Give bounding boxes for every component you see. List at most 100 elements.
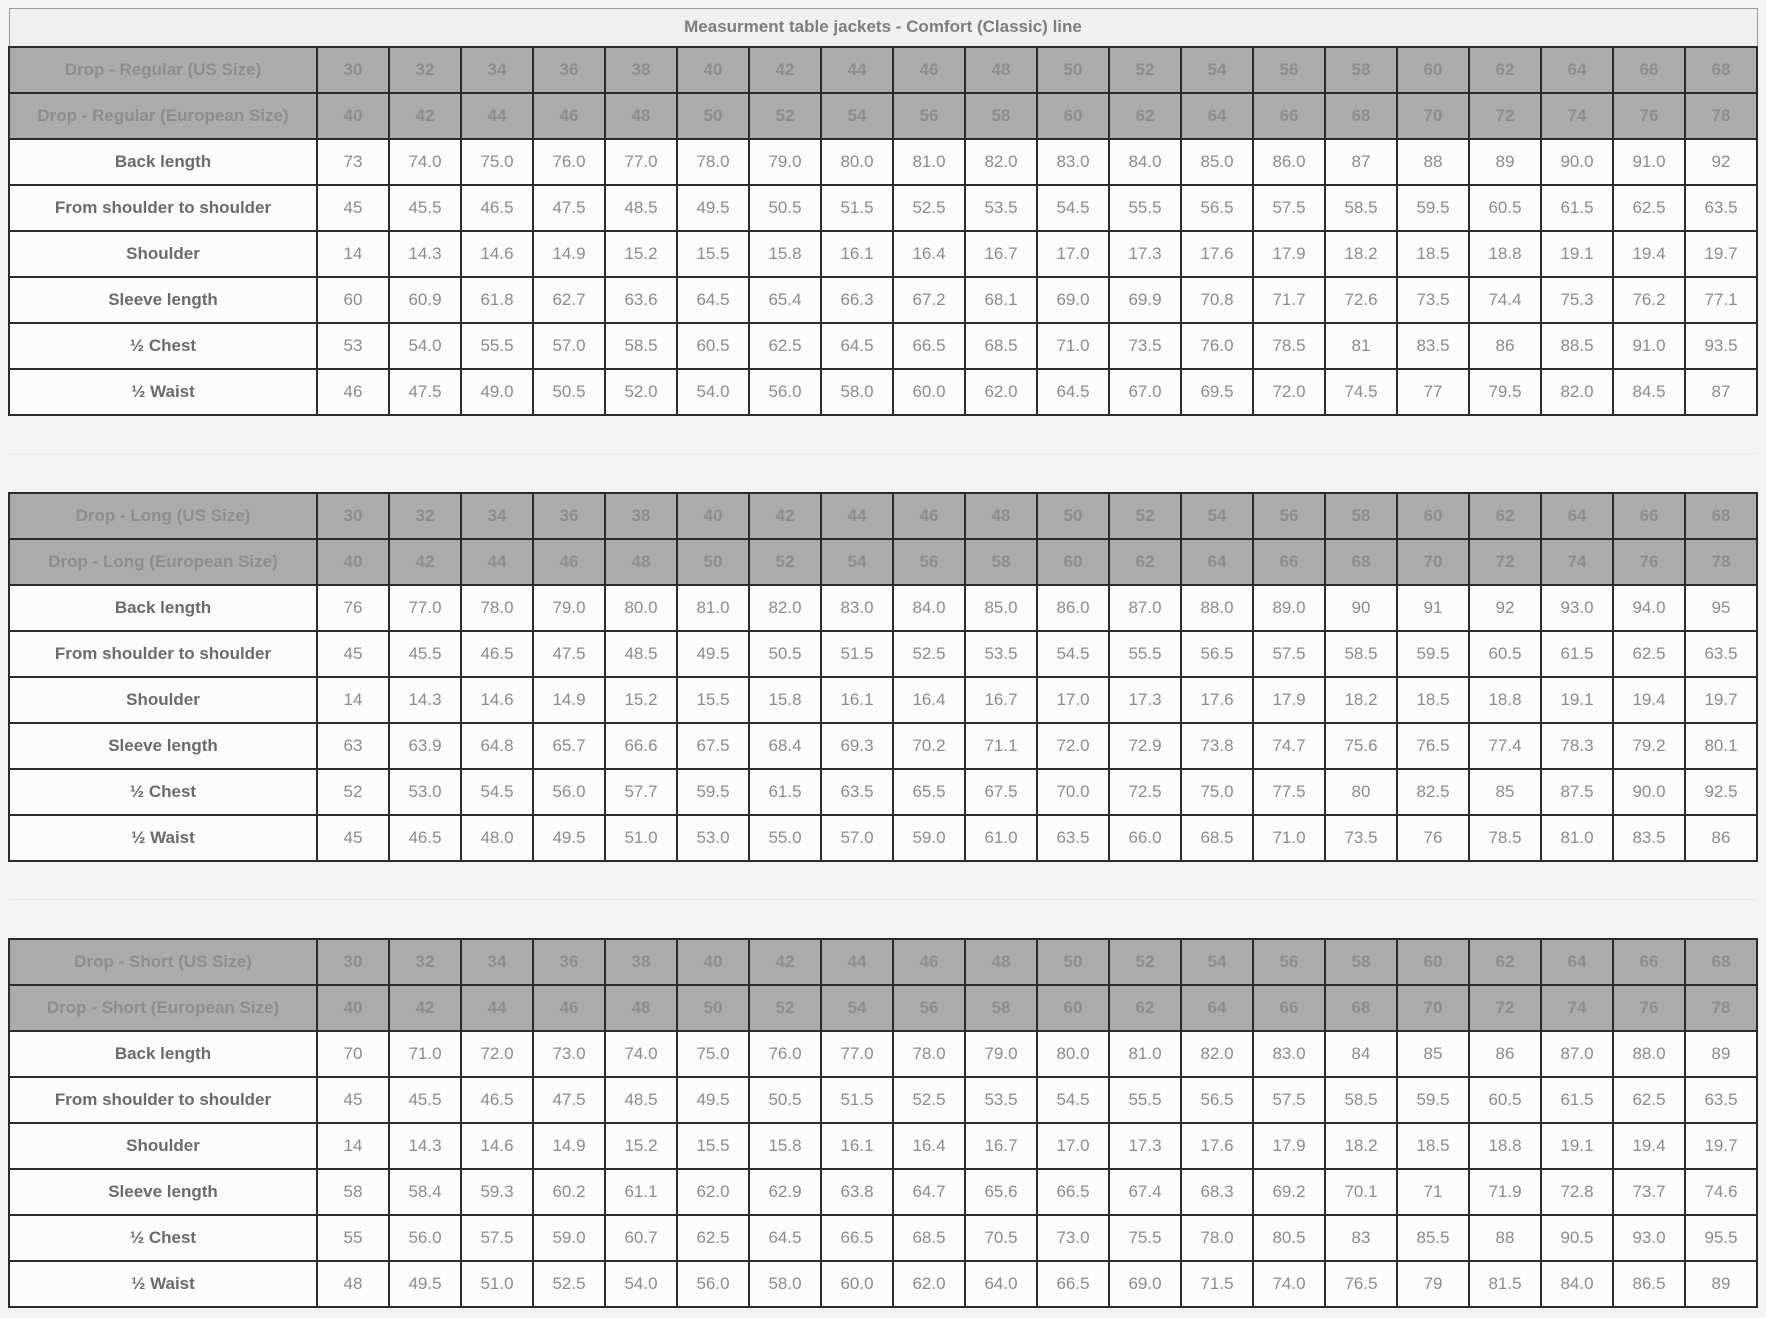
value-cell: 82.0	[1180, 1029, 1254, 1078]
value-cell: 53.5	[964, 183, 1038, 232]
size-header-cell: 42	[748, 937, 822, 986]
value-cell: 18.8	[1468, 229, 1542, 278]
size-header-cell: 34	[460, 45, 534, 94]
value-cell: 59.3	[460, 1167, 534, 1216]
value-cell: 53.0	[388, 767, 462, 816]
row-label: From shoulder to shoulder	[8, 629, 318, 678]
value-cell: 73.5	[1108, 321, 1182, 370]
value-cell: 78.0	[676, 137, 750, 186]
value-cell: 61.5	[1540, 183, 1614, 232]
size-header-cell: 66	[1612, 45, 1686, 94]
value-cell: 56.0	[388, 1213, 462, 1262]
value-cell: 87.0	[1108, 583, 1182, 632]
value-cell: 19.7	[1684, 1121, 1758, 1170]
measurement-row: From shoulder to shoulder 45 45.5 46.5 47.5 4…	[8, 183, 1758, 232]
value-cell: 54.5	[1036, 629, 1110, 678]
size-header-cell: 48	[964, 45, 1038, 94]
size-header-cell: 40	[316, 91, 390, 140]
size-header-cell: 78	[1684, 537, 1758, 586]
value-cell: 48.5	[604, 183, 678, 232]
value-cell: 83	[1324, 1213, 1398, 1262]
size-header-cell: 30	[316, 45, 390, 94]
value-cell: 74.0	[1252, 1259, 1326, 1308]
value-cell: 73.5	[1324, 813, 1398, 862]
value-cell: 19.4	[1612, 675, 1686, 724]
size-header-cell: 78	[1684, 91, 1758, 140]
size-header-cell: 66	[1252, 537, 1326, 586]
value-cell: 64.0	[964, 1259, 1038, 1308]
value-cell: 15.2	[604, 229, 678, 278]
value-cell: 59.5	[676, 767, 750, 816]
size-header-cell: 54	[1180, 45, 1254, 94]
size-header-cell: 48	[604, 91, 678, 140]
size-header-cell: 50	[676, 983, 750, 1032]
value-cell: 64.7	[892, 1167, 966, 1216]
value-cell: 48.5	[604, 629, 678, 678]
value-cell: 93.0	[1612, 1213, 1686, 1262]
value-cell: 65.7	[532, 721, 606, 770]
value-cell: 64.5	[676, 275, 750, 324]
size-header-cell: 38	[604, 45, 678, 94]
value-cell: 91.0	[1612, 321, 1686, 370]
value-cell: 16.7	[964, 675, 1038, 724]
value-cell: 82.0	[964, 137, 1038, 186]
value-cell: 59.0	[532, 1213, 606, 1262]
value-cell: 14	[316, 229, 390, 278]
value-cell: 59.5	[1396, 629, 1470, 678]
size-header-cell: 54	[820, 91, 894, 140]
size-header-cell: 58	[964, 537, 1038, 586]
value-cell: 17.0	[1036, 1121, 1110, 1170]
value-cell: 15.5	[676, 1121, 750, 1170]
value-cell: 52	[316, 767, 390, 816]
size-header-cell: 56	[892, 537, 966, 586]
value-cell: 51.5	[820, 1075, 894, 1124]
value-cell: 91.0	[1612, 137, 1686, 186]
size-header-cell: 72	[1468, 91, 1542, 140]
drop-header-label: Drop - Long (US Size)	[8, 491, 318, 540]
value-cell: 81	[1324, 321, 1398, 370]
measurement-row: ½ Waist 48 49.5 51.0 52.5 54.0 56.0 58.0 60.0 62.…	[8, 1259, 1758, 1308]
value-cell: 18.5	[1396, 1121, 1470, 1170]
size-header-cell: 42	[388, 983, 462, 1032]
value-cell: 16.4	[892, 675, 966, 724]
size-header-cell: 76	[1612, 983, 1686, 1032]
value-cell: 19.4	[1612, 229, 1686, 278]
size-header-cell: 42	[748, 491, 822, 540]
row-label: Back length	[8, 1029, 318, 1078]
size-header-cell: 40	[676, 937, 750, 986]
size-header-cell: 44	[460, 983, 534, 1032]
value-cell: 76.5	[1396, 721, 1470, 770]
value-cell: 63.5	[1684, 1075, 1758, 1124]
measurement-row: ½ Chest 53 54.0 55.5 57.0 58.5 60.5 62.5 64.5 66.…	[8, 321, 1758, 370]
value-cell: 18.8	[1468, 675, 1542, 724]
value-cell: 89	[1684, 1029, 1758, 1078]
value-cell: 61.8	[460, 275, 534, 324]
size-header-cell: 58	[1324, 937, 1398, 986]
value-cell: 71.0	[388, 1029, 462, 1078]
size-header-cell: 68	[1684, 45, 1758, 94]
value-cell: 15.2	[604, 1121, 678, 1170]
measurement-row: Back length 76 77.0 78.0 79.0 80.0 81.0 82.0 83.…	[8, 583, 1758, 632]
value-cell: 78.0	[1180, 1213, 1254, 1262]
row-label: ½ Chest	[8, 767, 318, 816]
value-cell: 45.5	[388, 183, 462, 232]
value-cell: 83.5	[1396, 321, 1470, 370]
value-cell: 17.3	[1108, 675, 1182, 724]
size-header-cell: 40	[316, 537, 390, 586]
value-cell: 70.8	[1180, 275, 1254, 324]
value-cell: 57.5	[1252, 183, 1326, 232]
value-cell: 75.6	[1324, 721, 1398, 770]
value-cell: 77.0	[820, 1029, 894, 1078]
value-cell: 49.5	[676, 1075, 750, 1124]
value-cell: 46.5	[460, 1075, 534, 1124]
value-cell: 15.8	[748, 229, 822, 278]
value-cell: 14.3	[388, 229, 462, 278]
size-header-cell: 74	[1540, 91, 1614, 140]
value-cell: 76.0	[532, 137, 606, 186]
value-cell: 16.1	[820, 1121, 894, 1170]
value-cell: 14.9	[532, 1121, 606, 1170]
section-gap-cell	[9, 414, 1757, 454]
row-label: ½ Waist	[8, 1259, 318, 1308]
value-cell: 83.0	[1036, 137, 1110, 186]
size-header-cell: 56	[892, 983, 966, 1032]
